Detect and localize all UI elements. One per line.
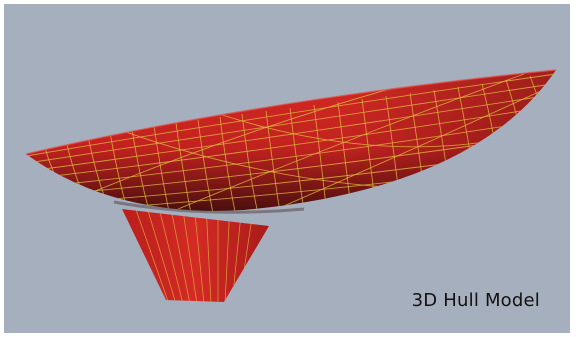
model-caption: 3D Hull Model [411,290,540,311]
3d-viewport[interactable]: 3D Hull Model [4,4,570,333]
hull-body [25,69,557,214]
keel-fin [122,209,269,302]
hull-model-render[interactable] [4,4,570,333]
